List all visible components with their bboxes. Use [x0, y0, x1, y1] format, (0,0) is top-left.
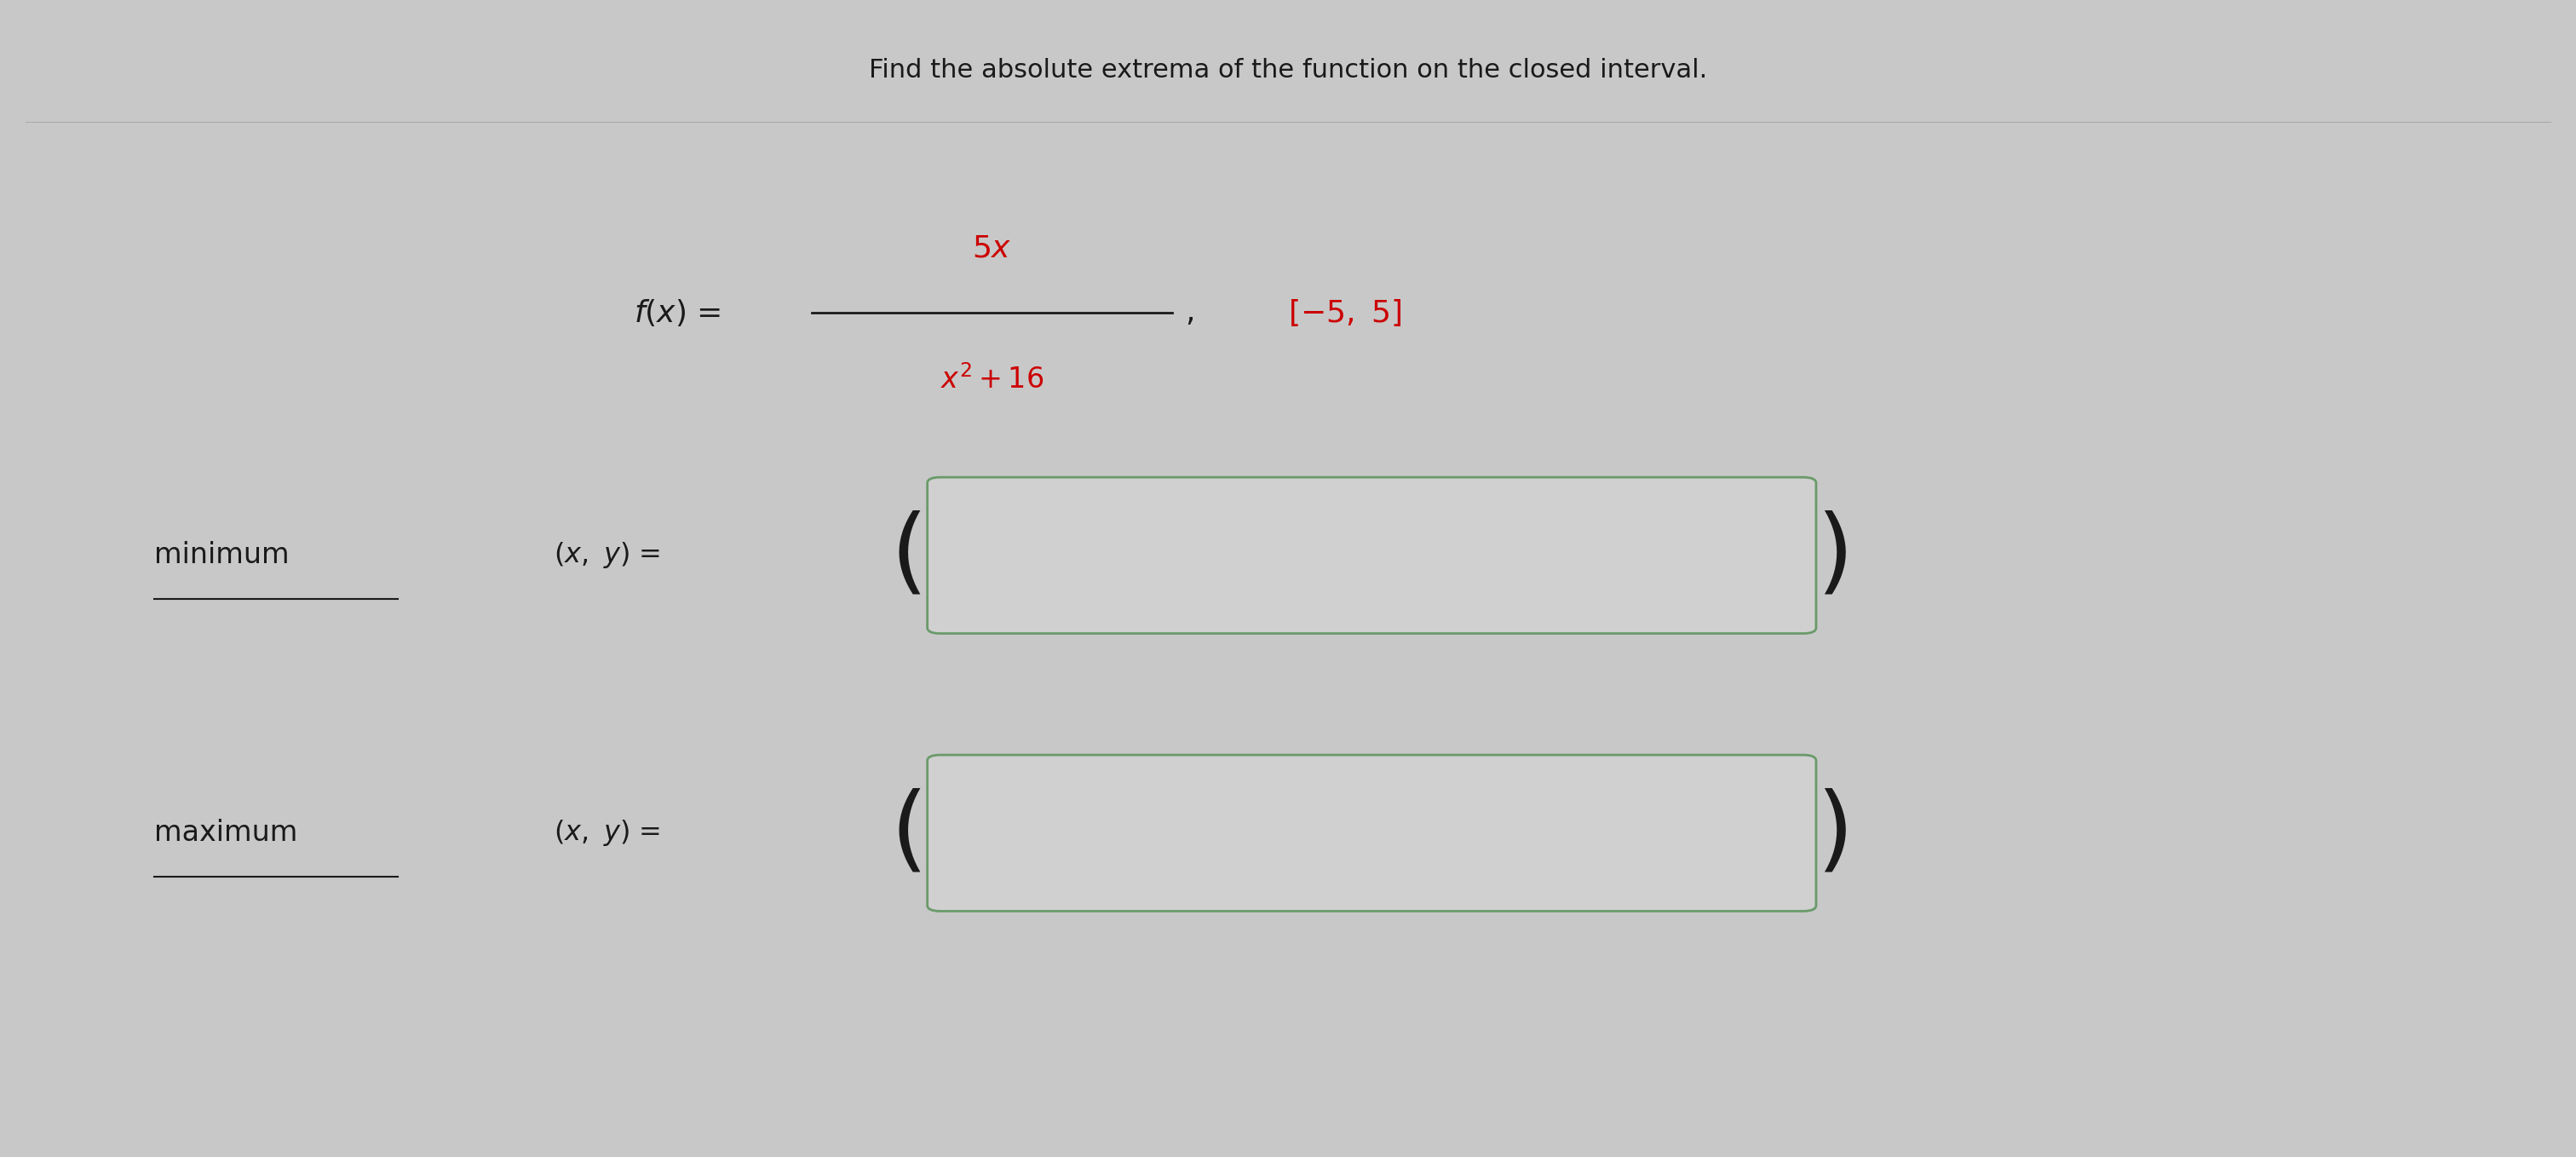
Text: ): ) — [1816, 788, 1852, 878]
FancyBboxPatch shape — [927, 754, 1816, 912]
Text: minimum: minimum — [155, 541, 289, 569]
Text: $x^2 + 16$: $x^2 + 16$ — [940, 364, 1043, 395]
Text: $5x$: $5x$ — [971, 234, 1012, 264]
Text: Find the absolute extrema of the function on the closed interval.: Find the absolute extrema of the functio… — [868, 58, 1708, 82]
Text: maximum: maximum — [155, 819, 299, 847]
Text: ): ) — [1816, 510, 1852, 600]
Text: ,: , — [1185, 297, 1195, 327]
Text: $f(x)$ =: $f(x)$ = — [634, 297, 721, 327]
Text: (: ( — [891, 510, 927, 600]
Text: $(x,\ y)$ =: $(x,\ y)$ = — [554, 540, 659, 570]
Text: $[-5,\ 5]$: $[-5,\ 5]$ — [1288, 297, 1401, 327]
Text: $(x,\ y)$ =: $(x,\ y)$ = — [554, 818, 659, 848]
Text: (: ( — [891, 788, 927, 878]
FancyBboxPatch shape — [927, 477, 1816, 634]
